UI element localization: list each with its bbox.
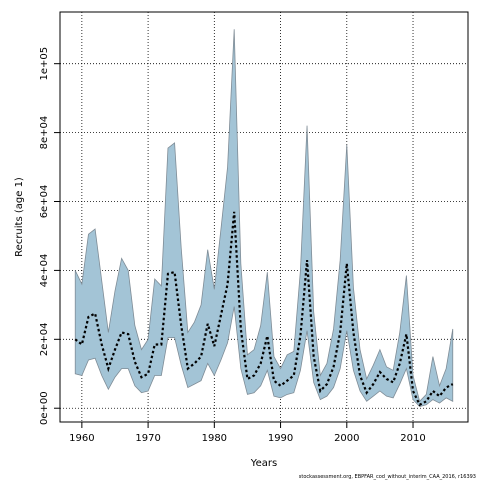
y-tick-label: 6e+04	[39, 185, 50, 219]
x-tick-label: 1960	[69, 433, 94, 444]
y-axis: 0e+00 2e+04 4e+04 6e+04 8e+04 1e+05	[39, 47, 60, 425]
x-tick-label: 1990	[268, 433, 293, 444]
y-tick-label: 2e+04	[39, 322, 50, 356]
x-tick-label: 1970	[135, 433, 160, 444]
x-axis: 1960 1970 1980 1990 2000 2010	[69, 422, 426, 444]
source-caption: stockassessment.org, EBPFAR_cod_without_…	[299, 474, 476, 480]
confidence-band	[74, 29, 454, 407]
x-tick-label: 1980	[202, 433, 227, 444]
plot-frame	[59, 11, 469, 423]
y-tick-label: 0e+00	[39, 391, 50, 425]
y-tick-label: 4e+04	[39, 254, 50, 288]
y-tick-label: 8e+04	[39, 116, 50, 150]
x-axis-title: Years	[250, 458, 277, 469]
x-tick-label: 2000	[334, 433, 359, 444]
x-tick-label: 2010	[400, 433, 425, 444]
y-axis-title: Recruits (age 1)	[14, 177, 25, 257]
y-tick-label: 1e+05	[39, 47, 50, 81]
